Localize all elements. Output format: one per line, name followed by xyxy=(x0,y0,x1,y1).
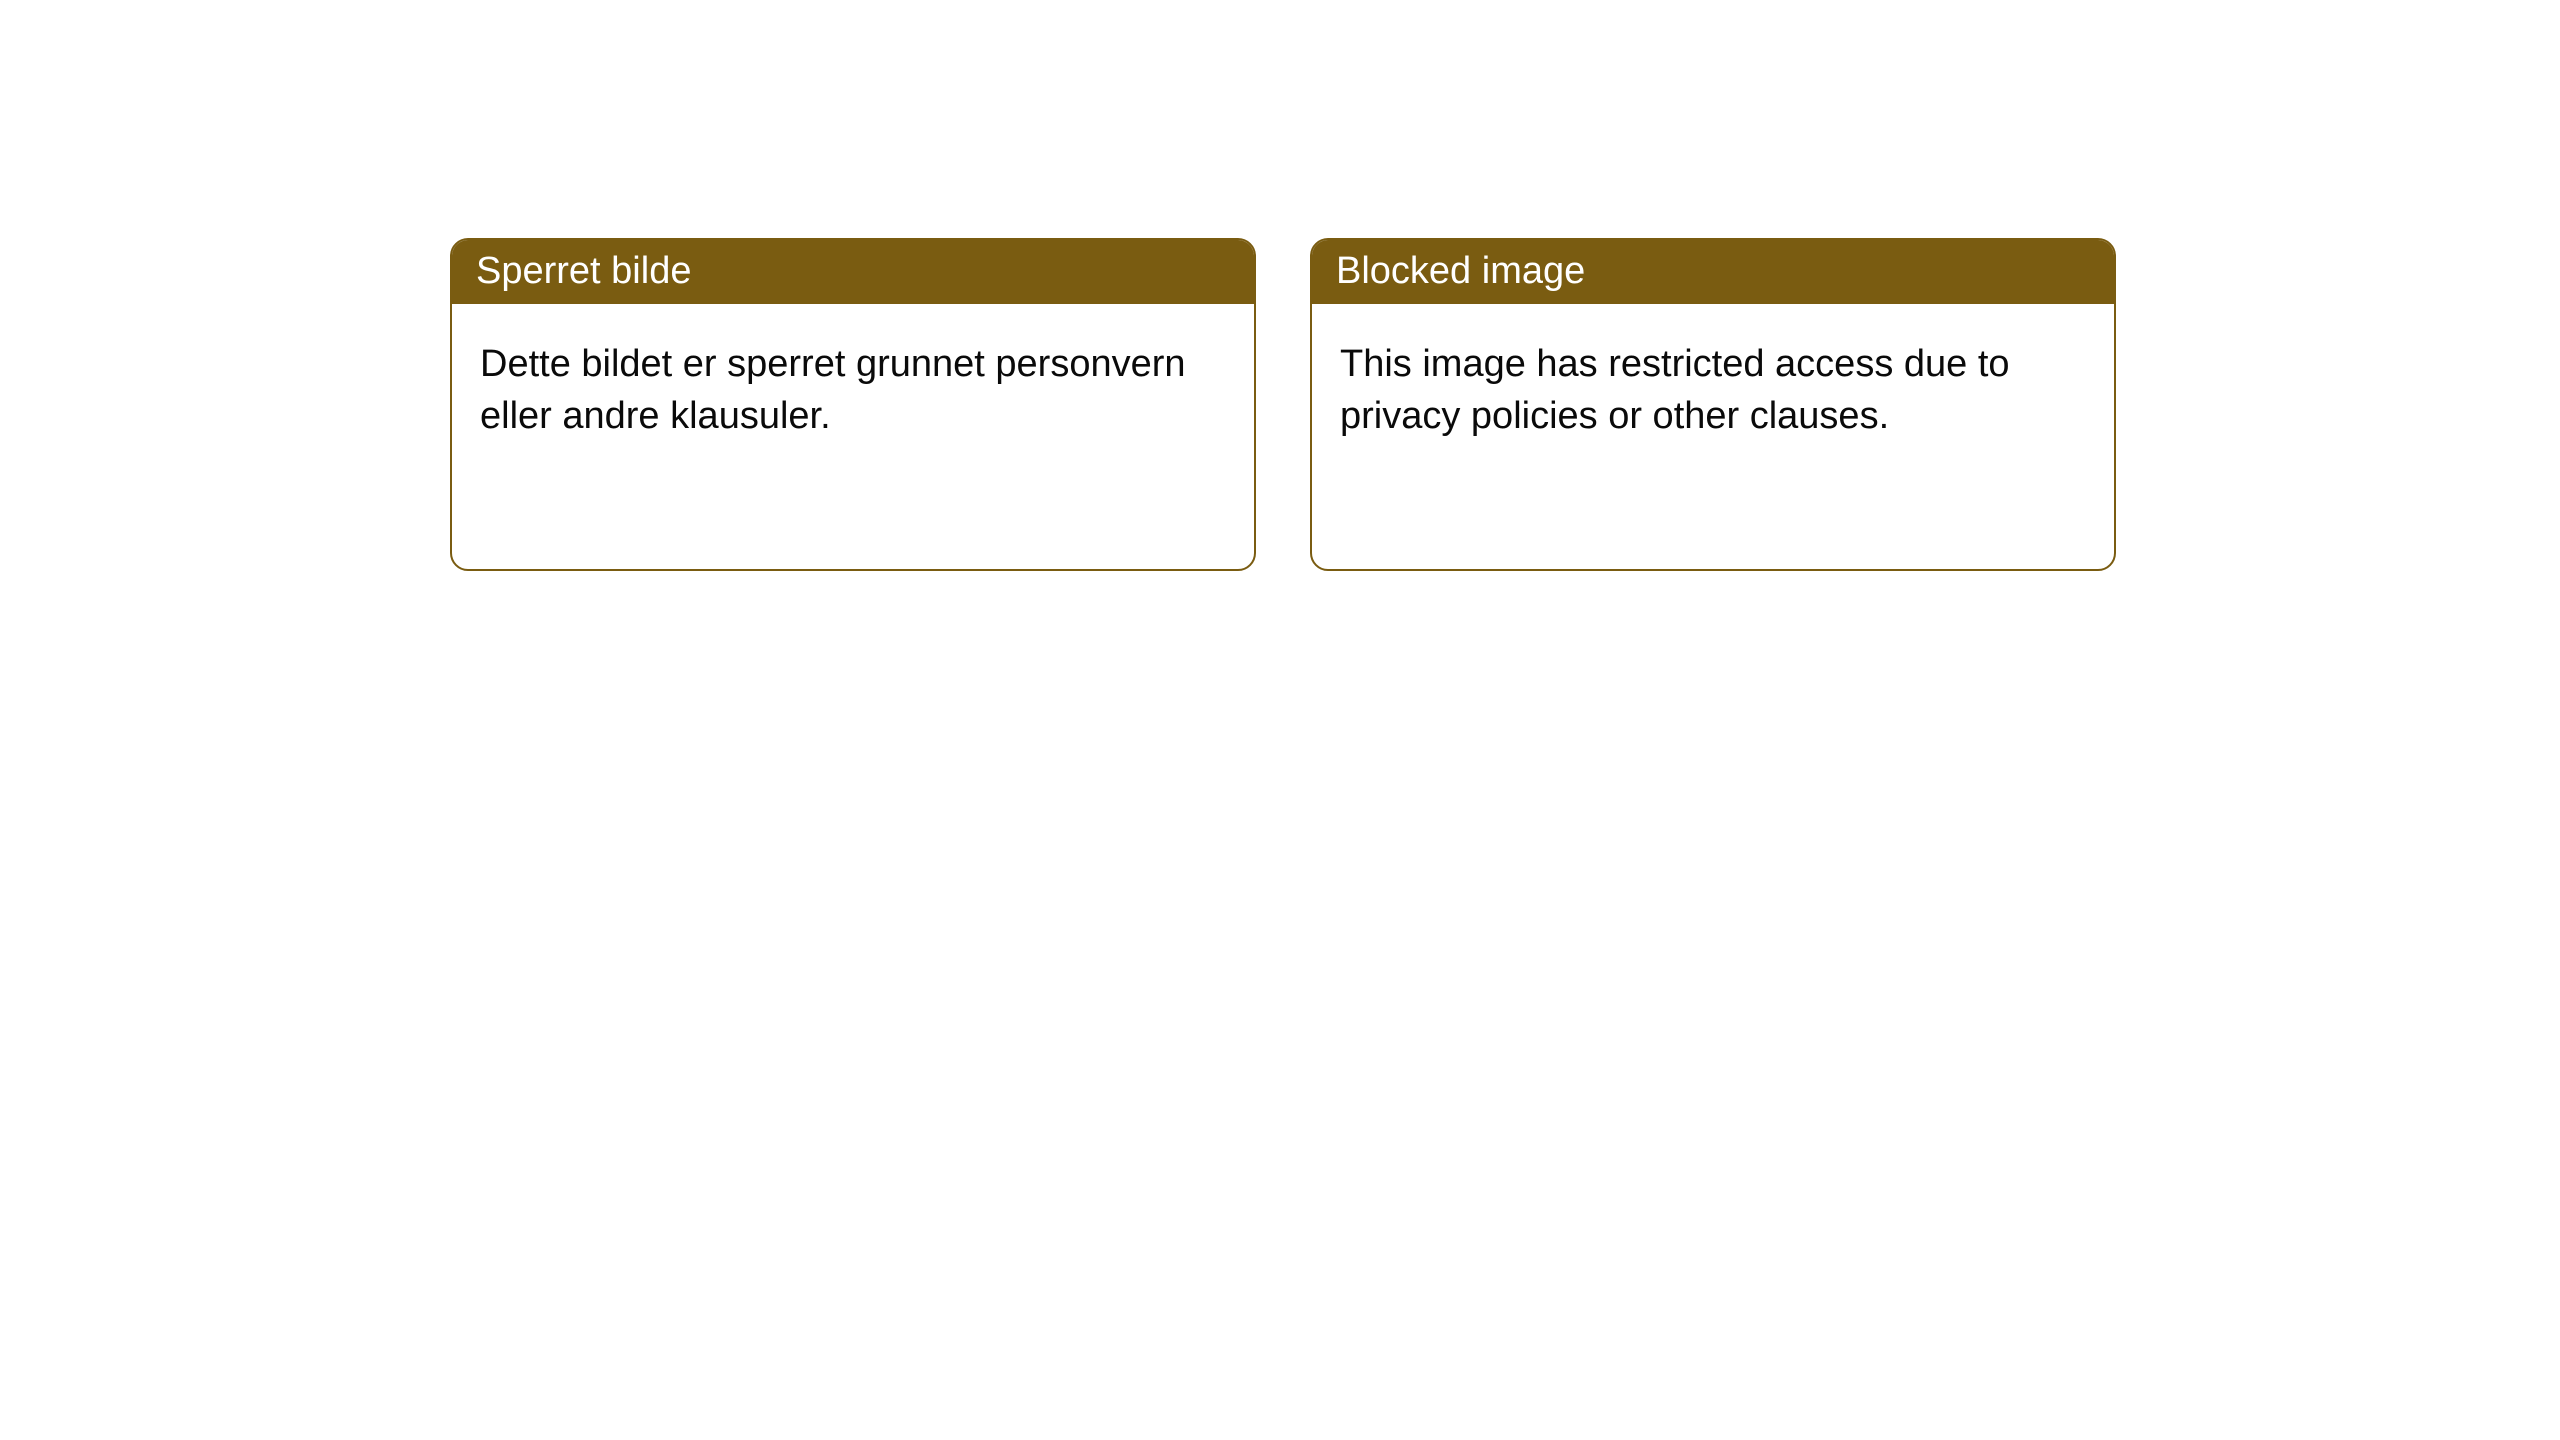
notice-container: Sperret bilde Dette bildet er sperret gr… xyxy=(450,238,2116,571)
notice-header: Blocked image xyxy=(1312,240,2114,304)
notice-message: This image has restricted access due to … xyxy=(1340,343,2010,437)
notice-title: Blocked image xyxy=(1336,250,1585,292)
notice-title: Sperret bilde xyxy=(476,250,691,292)
notice-body: Dette bildet er sperret grunnet personve… xyxy=(452,304,1254,477)
notice-message: Dette bildet er sperret grunnet personve… xyxy=(480,343,1186,437)
notice-box-english: Blocked image This image has restricted … xyxy=(1310,238,2116,571)
notice-box-norwegian: Sperret bilde Dette bildet er sperret gr… xyxy=(450,238,1256,571)
notice-body: This image has restricted access due to … xyxy=(1312,304,2114,477)
notice-header: Sperret bilde xyxy=(452,240,1254,304)
